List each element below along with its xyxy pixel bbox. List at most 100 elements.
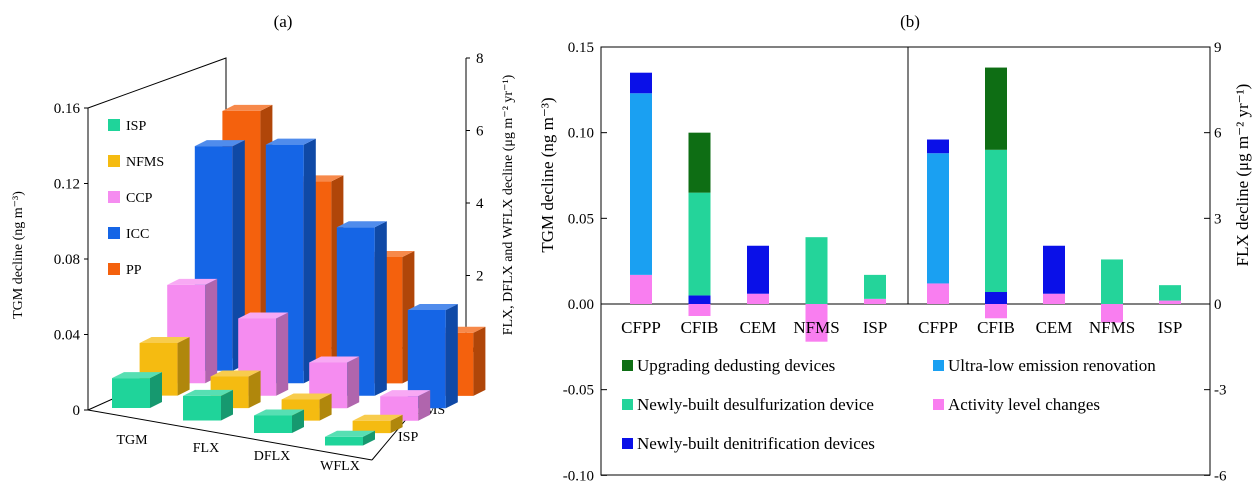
tgm-bar-segment xyxy=(630,72,652,94)
panel-a-bar xyxy=(112,372,162,408)
panel-b-right-tick-label: 9 xyxy=(1214,40,1222,56)
panel-a-floor-front xyxy=(87,409,373,461)
panel-b-left-axis-label: TGM decline (ng m⁻³) xyxy=(538,97,557,252)
panel-b-legend-label: Activity level changes xyxy=(948,395,1100,414)
panel-a-legend-swatch xyxy=(108,119,120,131)
panel-b-legend-swatch xyxy=(622,438,633,449)
flx-bar-segment xyxy=(1043,293,1065,304)
panel-a-right-tick-label: 6 xyxy=(476,124,484,140)
tgm-category-label: CFIB xyxy=(681,318,719,337)
flx-bar-segment xyxy=(927,139,949,154)
panel-a-x-label: DFLX xyxy=(254,449,291,464)
panel-a-bar xyxy=(336,221,387,396)
tgm-bar-segment xyxy=(864,274,886,299)
panel-b-left-tick-label: 0.15 xyxy=(568,40,594,56)
flx-bar-segment xyxy=(985,67,1007,150)
panel-b-left-ticks: 0.15 0.10 0.05 0.00 -0.05 -0.10 xyxy=(563,40,607,484)
panel-b-right-tick-label: 6 xyxy=(1214,126,1222,142)
panel-b-frame xyxy=(600,46,1211,476)
panel-a-left-ticks: 0 0.04 0.08 0.12 0.16 xyxy=(54,101,88,419)
panel-b-legend-swatch xyxy=(933,360,944,371)
panel-b-right-tick-label: 0 xyxy=(1214,297,1222,313)
panel-a-x-label: TGM xyxy=(116,433,148,448)
tgm-bar-segment xyxy=(747,245,769,294)
panel-a-legend-swatch xyxy=(108,155,120,167)
panel-b-legend-swatch xyxy=(933,399,944,410)
flx-bar-segment xyxy=(927,153,949,284)
flx-bar-segment xyxy=(1101,304,1123,323)
panel-a-bar xyxy=(380,390,431,421)
panel-b-legend-label: Newly-built desulfurization device xyxy=(637,395,874,414)
tgm-bar-segment xyxy=(805,304,828,342)
panel-b-right-tick-label: -6 xyxy=(1214,468,1227,484)
panel-b-bars xyxy=(630,67,1181,342)
panel-a-left-tick-label: 0 xyxy=(73,403,81,419)
flx-bar-segment xyxy=(927,283,949,304)
panel-a-bar xyxy=(183,389,233,421)
tgm-bar-segment xyxy=(864,298,886,304)
panel-a-left-tick-label: 0.08 xyxy=(54,252,80,268)
flx-bar-segment xyxy=(985,292,1007,304)
panel-a-bar xyxy=(407,303,458,409)
panel-a-legend-label: CCP xyxy=(126,191,153,206)
panel-b-left-tick-label: -0.05 xyxy=(563,383,594,399)
flx-category-label: CEM xyxy=(1036,318,1073,337)
flx-bar-segment xyxy=(1159,300,1181,304)
panel-a: (a) 0 0.04 0.08 0.12 0.16 0 2 4 6 8 TGM FLX DFLX WF… xyxy=(11,12,516,474)
panel-a-left-tick-label: 0.16 xyxy=(54,101,81,117)
panel-a-legend-swatch xyxy=(108,263,120,275)
panel-a-bar xyxy=(325,430,375,446)
panel-b-right-axis-label: FLX decline (μg m⁻² yr⁻¹) xyxy=(1233,84,1252,267)
panel-b-right-ticks: 9 6 3 0 -3 -6 xyxy=(1204,40,1227,484)
flx-category-label: NFMS xyxy=(1089,318,1135,337)
panel-a-bar xyxy=(254,409,304,433)
panel-a-x-label: WFLX xyxy=(320,459,360,474)
tgm-bar-segment xyxy=(747,293,769,304)
panel-a-legend-label: PP xyxy=(126,263,142,278)
panel-a-x-labels: TGM FLX DFLX WFLX xyxy=(116,433,359,474)
tgm-bar-segment xyxy=(688,132,711,193)
tgm-category-label: NFMS xyxy=(793,318,839,337)
flx-bar-segment xyxy=(1043,245,1065,294)
panel-a-right-ticks: 02468 xyxy=(466,51,484,357)
panel-a-right-axis-label: FLX, DFLX and WFLX decline (μg m⁻² yr⁻¹) xyxy=(501,74,516,335)
panel-a-left-tick-label: 0.04 xyxy=(54,328,81,344)
panel-a-legend-swatch xyxy=(108,191,120,203)
flx-bar-segment xyxy=(1101,259,1123,304)
panel-a-legend-label: ICC xyxy=(126,227,149,242)
panel-b-right-tick-label: 3 xyxy=(1214,211,1222,227)
panel-b-category-labels: CFPP CFIB CEM NFMS ISP CFPP CFIB CEM NFMS ISP xyxy=(621,318,1182,337)
tgm-bar-segment xyxy=(688,295,711,304)
tgm-category-label: CFPP xyxy=(621,318,661,337)
panel-a-bars xyxy=(112,104,486,446)
tgm-category-label: CEM xyxy=(740,318,777,337)
flx-bar-segment xyxy=(985,149,1007,293)
panel-b: (b) 0.150.100.050.00-0.05-0.10 9630-3-6 … xyxy=(538,12,1252,484)
panel-b-left-tick-label: 0.00 xyxy=(568,297,594,313)
panel-a-bar xyxy=(352,414,403,434)
panel-b-left-tick-label: -0.10 xyxy=(563,468,594,484)
panel-a-left-axis-label: TGM decline (ng m⁻³) xyxy=(11,191,26,319)
tgm-bar-segment xyxy=(688,192,711,296)
tgm-bar-segment xyxy=(630,93,652,275)
panel-a-right-tick-label: 2 xyxy=(476,269,484,285)
panel-b-label: (b) xyxy=(900,12,920,31)
flx-bar-segment xyxy=(985,304,1007,319)
panel-b-right-tick-label: -3 xyxy=(1214,383,1227,399)
tgm-category-label: ISP xyxy=(863,318,888,337)
tgm-bar-segment xyxy=(805,237,828,304)
panel-a-right-tick-label: 8 xyxy=(476,51,484,67)
panel-a-legend: ISP NFMS CCP ICC PP xyxy=(108,119,164,278)
flx-bar-segment xyxy=(1159,285,1181,301)
panel-a-legend-swatch xyxy=(108,227,120,239)
tgm-bar-segment xyxy=(688,304,711,316)
tgm-bar-segment xyxy=(630,274,652,304)
panel-b-legend-label: Upgrading dedusting devices xyxy=(637,356,835,375)
panel-b-legend-swatch xyxy=(622,399,633,410)
flx-category-label: CFIB xyxy=(977,318,1015,337)
panel-a-right-tick-label: 4 xyxy=(476,196,484,212)
panel-b-legend-label: Ultra-low emission renovation xyxy=(948,356,1156,375)
panel-a-left-tick-label: 0.12 xyxy=(54,177,80,193)
panel-a-label: (a) xyxy=(274,12,293,31)
